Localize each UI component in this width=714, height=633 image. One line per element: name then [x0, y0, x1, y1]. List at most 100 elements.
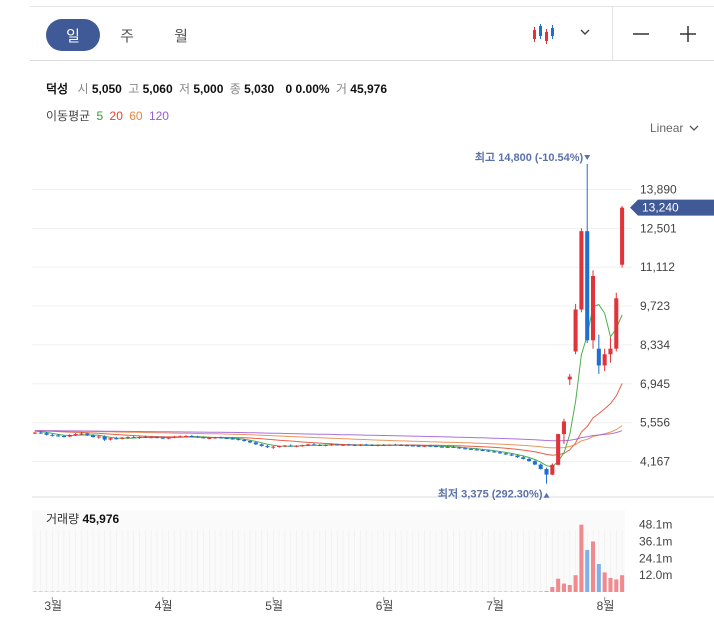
volume-bar: [573, 575, 578, 592]
candle-body: [585, 231, 590, 341]
volume-bar: [590, 541, 596, 592]
ma-label: 이동평균: [46, 109, 91, 123]
price-tick-label: 13,890: [640, 182, 677, 196]
candle-body: [340, 444, 346, 446]
price-tick-label: 12,501: [640, 221, 677, 235]
candle-body: [178, 436, 183, 438]
candle: [207, 437, 212, 440]
candle: [329, 443, 334, 446]
candle-body: [463, 448, 468, 450]
candle: [352, 444, 357, 446]
candle-body: [590, 275, 596, 341]
candle-body: [428, 445, 433, 447]
candle: [358, 444, 363, 447]
candle-body: [573, 309, 578, 352]
candle: [614, 292, 619, 352]
candle-body: [381, 444, 386, 446]
candle-body: [602, 354, 607, 366]
candle-body: [108, 438, 113, 440]
candle: [503, 452, 508, 456]
ohlc-info: 덕성 시 5,050 고 5,060 저 5,000 종 5,030 0 0.0…: [46, 80, 387, 97]
candle: [445, 446, 450, 449]
candle-body: [230, 438, 235, 440]
candle: [259, 443, 264, 447]
candle: [184, 435, 189, 438]
candle: [492, 450, 497, 453]
date-tick-label: 5월: [265, 599, 283, 613]
volume-panel-label: 거래량 45,976: [46, 510, 119, 527]
candle-body: [91, 435, 96, 438]
low-label: 저: [178, 82, 191, 96]
zoom-in-button[interactable]: [673, 19, 703, 49]
candle: [306, 443, 311, 447]
candle: [50, 433, 55, 437]
candle: [44, 432, 49, 436]
candle-body: [288, 445, 293, 447]
candle: [573, 303, 578, 355]
candle-body: [131, 437, 136, 439]
candle: [271, 446, 276, 449]
candle: [85, 432, 90, 436]
candle: [463, 447, 468, 450]
candle: [439, 445, 444, 448]
change-value: 0: [285, 82, 293, 96]
candle: [521, 456, 526, 460]
candle-body: [160, 437, 165, 439]
price-tick-label: 8,334: [640, 338, 670, 352]
volume-value: 45,976: [350, 82, 387, 96]
candle: [567, 373, 572, 386]
candle: [149, 436, 154, 439]
candle-body: [457, 447, 462, 449]
volume-tick-label: 36.1m: [639, 534, 672, 548]
tab-month[interactable]: 월: [174, 27, 188, 45]
chart-type-selector[interactable]: [530, 15, 600, 53]
volume-tick-label: 24.1m: [639, 551, 672, 565]
candle: [236, 438, 241, 441]
candle-body: [184, 435, 189, 437]
tab-day[interactable]: 일: [46, 19, 100, 51]
candle: [143, 435, 148, 438]
price-tick-label: 11,112: [640, 260, 675, 274]
open-value: 5,050: [91, 82, 122, 96]
volume-panel-value: 45,976: [82, 512, 120, 526]
candle: [253, 441, 258, 445]
candle-body: [317, 444, 322, 446]
candle-body: [486, 450, 491, 452]
candle: [434, 445, 439, 448]
date-axis: 3월 4월 5월 6월 7월 8월: [44, 597, 614, 613]
candle-body: [596, 348, 601, 366]
volume-label: 거: [335, 82, 347, 96]
candle-body: [404, 445, 410, 447]
candle-body: [56, 435, 61, 437]
candle: [201, 436, 206, 439]
candle-body: [544, 469, 549, 475]
change-percent: 0.00%: [295, 82, 330, 96]
candle-body: [358, 444, 363, 446]
ma-60-line: [34, 425, 623, 449]
candle: [137, 436, 142, 439]
candle-body: [567, 376, 572, 380]
candle: [428, 444, 433, 447]
candle: [561, 418, 566, 444]
scale-selector[interactable]: Linear: [650, 121, 701, 135]
candle: [399, 444, 404, 446]
candle-body: [434, 446, 439, 448]
zoom-out-button[interactable]: [626, 19, 656, 49]
candle-body: [620, 207, 625, 265]
candle-body: [96, 436, 101, 438]
volume-bar: [614, 579, 619, 592]
candle: [160, 436, 165, 439]
candle-body: [468, 448, 473, 450]
candle: [67, 434, 72, 438]
candle: [102, 435, 107, 442]
tab-week[interactable]: 주: [120, 27, 134, 45]
candle-body: [439, 446, 444, 448]
candle: [38, 430, 43, 434]
candle-body: [538, 464, 543, 470]
candle: [474, 448, 479, 451]
volume-bar: [561, 583, 566, 592]
ma-120: 120: [148, 109, 169, 123]
candle-body: [154, 437, 160, 439]
low-value: 5,000: [193, 82, 224, 96]
